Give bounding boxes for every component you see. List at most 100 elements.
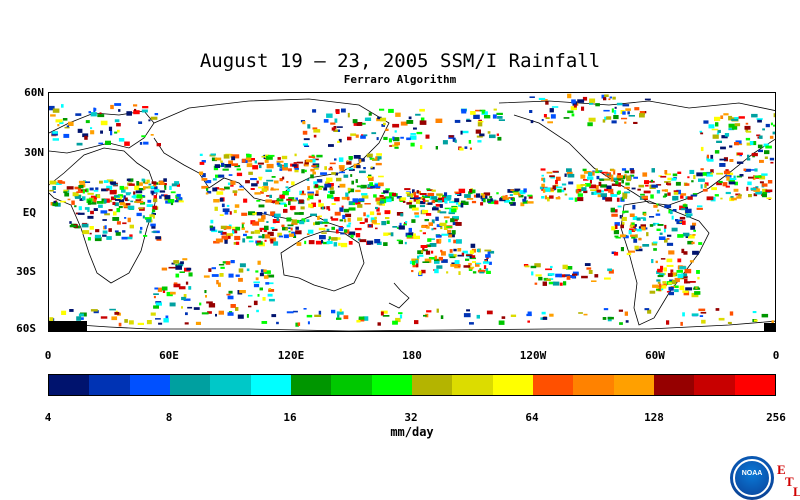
rain-cell [288,200,291,206]
rain-cell [257,260,261,265]
rain-cell [701,319,706,324]
rain-cell [265,169,272,172]
rain-cell [749,169,756,171]
rain-cell [475,109,482,112]
coastline-new-zealand [388,282,410,309]
rain-cell [388,138,392,143]
rain-cell [451,230,456,235]
rain-cell [82,133,89,138]
rain-cell [728,123,735,128]
rain-cell [256,180,259,184]
rain-cell [293,310,298,313]
rain-cell [114,202,119,207]
rain-cell [667,183,672,186]
colorbar-units: mm/day [390,425,434,439]
rain-cell [610,194,618,197]
rain-cell [523,264,529,267]
rain-cell [567,110,574,114]
rain-cell [408,227,412,233]
rain-cell [112,217,120,221]
rain-cell [666,264,674,267]
rain-cell [151,191,154,196]
rain-cell [99,112,102,116]
rain-cell [563,187,566,191]
rain-cell [233,209,237,214]
rain-cell [468,266,475,269]
rain-cell [339,308,342,312]
rain-cell [359,170,366,174]
rain-cell [106,185,113,190]
rain-cell [762,191,768,194]
rain-cell [484,249,492,252]
rain-cell [572,273,578,276]
rain-cell [603,178,611,181]
rain-cell [679,266,687,270]
rain-cell [379,195,384,197]
rain-cell [421,269,426,274]
rain-cell [470,243,476,248]
rain-cell [175,264,178,266]
rain-cell [409,260,414,265]
rain-cell [678,277,685,280]
rain-cell [403,223,407,226]
rain-cell [460,203,464,208]
colorbar-swatch-12 [532,375,574,395]
rain-cell [603,97,607,101]
rain-cell [304,240,307,245]
rain-cell [617,205,622,208]
rain-cell [383,190,389,194]
rain-cell [685,196,689,199]
rain-cell [218,174,225,178]
rain-cell [232,190,238,194]
rain-cell [440,315,444,319]
rain-cell [82,196,86,201]
rain-cell [604,188,611,192]
rain-cell [583,171,591,174]
rain-cell [426,226,430,229]
rain-cell [751,113,758,118]
rain-cell [220,225,228,229]
colorbar-swatch-13 [573,375,614,395]
rain-cell [410,142,415,147]
lon-label-60e: 60E [159,349,179,362]
rain-cell [318,203,324,207]
rain-cell [140,195,145,197]
rain-cell [307,124,311,129]
rain-cell [413,233,416,237]
rain-cell [671,227,678,232]
rain-cell [414,320,419,325]
rain-cell [412,260,416,266]
rain-cell [613,170,616,175]
rain-cell [97,114,105,118]
rain-cell [331,172,336,175]
rain-cell [656,184,662,186]
rain-cell [567,173,575,178]
rain-cell [497,136,502,141]
rain-cell [598,170,603,172]
rain-cell [679,205,686,210]
coastline-europe [49,110,155,154]
rain-cell [540,317,544,320]
rain-cell [230,183,234,187]
rain-cell [464,201,469,205]
rain-cell [530,120,534,124]
rain-cell [146,218,152,223]
rain-cell [371,219,377,224]
noaa-logo-text: NOAA [741,470,763,477]
rain-cell [484,259,488,262]
rain-cell [473,194,477,198]
rain-cell [620,247,624,252]
rain-cell [93,107,96,112]
rain-cell [146,204,154,207]
rain-cell [259,272,264,277]
rain-cell [413,235,420,240]
rain-cell [162,288,166,293]
rain-cell [98,142,104,145]
rain-cell [173,282,178,285]
rain-cell [730,196,734,198]
rain-cell [449,256,456,259]
rain-cell [572,271,579,276]
rain-cell [574,197,578,202]
rain-cell [610,207,615,213]
rain-cell [431,228,434,231]
